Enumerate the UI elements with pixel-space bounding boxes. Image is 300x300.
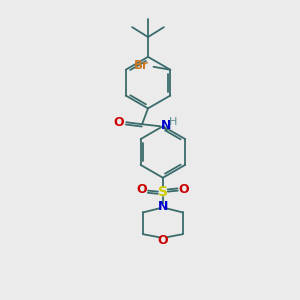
- Text: O: O: [179, 183, 189, 196]
- Text: N: N: [158, 200, 168, 213]
- Text: Br: Br: [134, 59, 148, 72]
- Text: O: O: [136, 183, 147, 196]
- Text: N: N: [161, 119, 171, 132]
- Text: O: O: [158, 234, 168, 247]
- Text: H: H: [169, 117, 177, 127]
- Text: S: S: [158, 184, 168, 199]
- Text: O: O: [114, 116, 124, 129]
